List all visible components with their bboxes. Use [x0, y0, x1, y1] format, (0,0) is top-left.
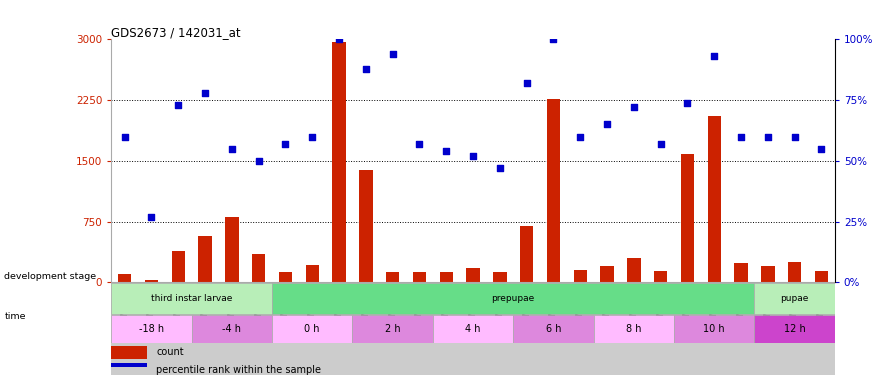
FancyBboxPatch shape: [433, 315, 514, 343]
Bar: [466, 268, 480, 282]
FancyBboxPatch shape: [272, 283, 755, 314]
FancyBboxPatch shape: [755, 315, 835, 343]
Text: percentile rank within the sample: percentile rank within the sample: [156, 365, 321, 375]
Bar: [761, 266, 774, 282]
FancyBboxPatch shape: [674, 315, 755, 343]
Bar: [252, 254, 265, 282]
Point: [171, 102, 185, 108]
Text: -18 h: -18 h: [139, 324, 164, 334]
Point: [279, 141, 293, 147]
FancyBboxPatch shape: [755, 283, 835, 314]
Bar: [440, 272, 453, 282]
Point: [439, 148, 453, 154]
Point: [466, 153, 481, 159]
Bar: [814, 271, 828, 282]
Point: [680, 100, 694, 106]
Point: [198, 90, 212, 96]
Text: time: time: [4, 312, 26, 321]
Bar: [145, 280, 158, 282]
Point: [144, 214, 158, 220]
FancyBboxPatch shape: [272, 315, 352, 343]
Text: count: count: [156, 347, 183, 357]
Bar: [279, 272, 292, 282]
Point: [653, 141, 668, 147]
Text: 0 h: 0 h: [304, 324, 320, 334]
Point: [546, 36, 561, 42]
Bar: [386, 272, 400, 282]
Point: [600, 122, 614, 128]
Text: 12 h: 12 h: [784, 324, 805, 334]
Point: [412, 141, 426, 147]
Text: 6 h: 6 h: [546, 324, 562, 334]
Text: 10 h: 10 h: [703, 324, 725, 334]
Bar: [198, 236, 212, 282]
Bar: [627, 258, 641, 282]
Bar: [360, 170, 373, 282]
Bar: [788, 262, 801, 282]
Text: 2 h: 2 h: [384, 324, 401, 334]
FancyBboxPatch shape: [191, 315, 272, 343]
FancyBboxPatch shape: [594, 315, 674, 343]
Point: [761, 134, 775, 140]
Point: [814, 146, 829, 152]
Bar: [225, 217, 239, 282]
Bar: [172, 251, 185, 282]
Bar: [546, 99, 560, 282]
Text: pupae: pupae: [781, 294, 809, 303]
Bar: [111, 363, 148, 375]
Text: -4 h: -4 h: [222, 324, 241, 334]
Point: [252, 158, 266, 164]
Point: [573, 134, 587, 140]
Bar: [413, 272, 426, 282]
Point: [385, 51, 400, 57]
FancyBboxPatch shape: [352, 315, 433, 343]
Point: [493, 165, 507, 171]
Text: third instar larvae: third instar larvae: [151, 294, 232, 303]
Point: [788, 134, 802, 140]
Bar: [520, 226, 533, 282]
Text: GDS2673 / 142031_at: GDS2673 / 142031_at: [111, 26, 241, 39]
Bar: [681, 154, 694, 282]
Point: [734, 134, 748, 140]
FancyBboxPatch shape: [514, 315, 594, 343]
Point: [117, 134, 132, 140]
Point: [332, 36, 346, 42]
Text: 8 h: 8 h: [626, 324, 642, 334]
Text: development stage: development stage: [4, 272, 97, 281]
Bar: [654, 271, 668, 282]
Point: [305, 134, 320, 140]
Bar: [734, 263, 748, 282]
FancyBboxPatch shape: [111, 283, 272, 314]
Bar: [111, 282, 835, 375]
Bar: [332, 42, 345, 282]
FancyBboxPatch shape: [111, 315, 191, 343]
Point: [520, 80, 534, 86]
Text: prepupae: prepupae: [491, 294, 535, 303]
Point: [359, 66, 373, 72]
Point: [627, 104, 641, 110]
Point: [224, 146, 239, 152]
Bar: [118, 273, 132, 282]
Bar: [493, 272, 506, 282]
Bar: [573, 270, 587, 282]
Bar: [305, 266, 319, 282]
Text: 4 h: 4 h: [465, 324, 481, 334]
Point: [707, 53, 721, 59]
Bar: [601, 266, 614, 282]
Bar: [111, 346, 148, 359]
Bar: [708, 116, 721, 282]
